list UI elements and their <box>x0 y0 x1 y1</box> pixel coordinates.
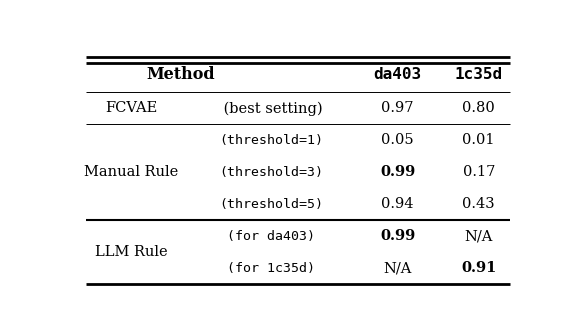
Text: (for da403): (for da403) <box>227 230 315 243</box>
Text: (threshold=5): (threshold=5) <box>219 198 323 211</box>
Text: (threshold=3): (threshold=3) <box>219 166 323 179</box>
Text: (threshold=1): (threshold=1) <box>219 134 323 147</box>
Text: (best setting): (best setting) <box>219 101 323 115</box>
Text: 0.99: 0.99 <box>380 229 415 243</box>
Text: Manual Rule: Manual Rule <box>84 165 179 179</box>
Text: 0.17: 0.17 <box>463 165 495 179</box>
Text: 0.97: 0.97 <box>381 101 414 115</box>
Text: 0.91: 0.91 <box>461 261 496 275</box>
Text: 0.99: 0.99 <box>380 165 415 179</box>
Text: N/A: N/A <box>384 261 411 275</box>
Text: 0.80: 0.80 <box>462 101 495 115</box>
Text: 1c35d: 1c35d <box>455 67 503 82</box>
Text: 0.01: 0.01 <box>463 133 495 147</box>
Text: FCVAE: FCVAE <box>105 101 158 115</box>
Text: 0.43: 0.43 <box>462 197 495 211</box>
Text: LLM Rule: LLM Rule <box>95 245 168 259</box>
Text: 0.94: 0.94 <box>381 197 414 211</box>
Text: N/A: N/A <box>464 229 493 243</box>
Text: da403: da403 <box>374 67 421 82</box>
Text: (for 1c35d): (for 1c35d) <box>227 262 315 275</box>
Text: 0.05: 0.05 <box>381 133 414 147</box>
Text: Method: Method <box>147 66 215 83</box>
